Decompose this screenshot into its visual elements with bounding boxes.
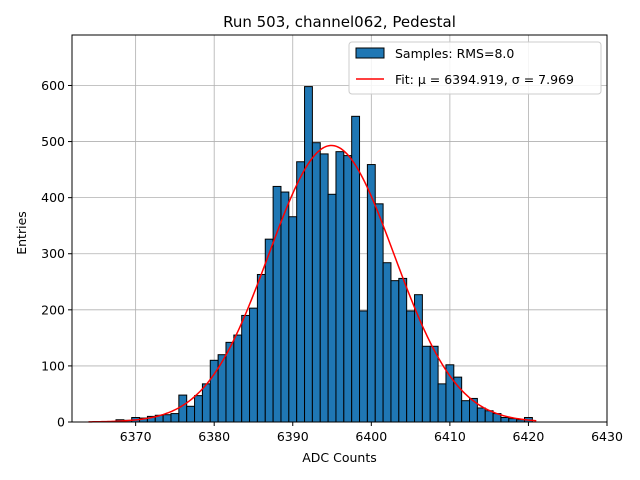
x-tick-label: 6370 bbox=[120, 429, 152, 444]
histogram-bar bbox=[359, 310, 368, 423]
histogram-bar bbox=[186, 405, 196, 423]
histogram-bar bbox=[508, 418, 518, 423]
histogram-bar bbox=[319, 153, 329, 423]
histogram-bar bbox=[476, 407, 486, 423]
histogram-bar bbox=[288, 216, 298, 423]
histogram-bar bbox=[233, 334, 243, 423]
y-tick-label: 600 bbox=[41, 78, 65, 93]
histogram-bar bbox=[343, 155, 353, 423]
y-tick-label: 200 bbox=[41, 302, 65, 317]
histogram-bar bbox=[194, 395, 203, 423]
histogram-bar bbox=[217, 354, 227, 423]
chart-title: Run 503, channel062, Pedestal bbox=[223, 13, 456, 31]
y-axis-ticks: 0 100 200 300 400 500 600 bbox=[41, 78, 72, 430]
x-tick-label: 6420 bbox=[513, 429, 545, 444]
histogram-bar bbox=[304, 86, 313, 423]
x-tick-label: 6410 bbox=[434, 429, 466, 444]
histogram-bar bbox=[327, 193, 337, 423]
histogram-bar bbox=[445, 364, 455, 423]
histogram-bar bbox=[414, 294, 423, 423]
histogram-bar bbox=[335, 151, 345, 423]
plot-frame bbox=[71, 34, 608, 423]
histogram-bar bbox=[280, 191, 290, 423]
legend: Samples: RMS=8.0 Fit: μ = 6394.919, σ = … bbox=[348, 41, 602, 95]
histogram-bar bbox=[500, 417, 510, 423]
histogram-bar bbox=[249, 307, 258, 423]
x-tick-label: 6390 bbox=[277, 429, 309, 444]
histogram-bar bbox=[311, 142, 321, 423]
x-tick-label: 6430 bbox=[591, 429, 623, 444]
histogram-bar bbox=[398, 277, 408, 423]
histogram-bar bbox=[461, 400, 471, 423]
histogram-bar bbox=[374, 203, 384, 423]
histogram-bar bbox=[201, 383, 211, 423]
histogram-bar bbox=[296, 161, 306, 423]
histogram-bar bbox=[453, 376, 463, 423]
fit-curve bbox=[88, 144, 537, 423]
legend-frame bbox=[348, 41, 602, 95]
histogram-bar bbox=[241, 314, 251, 423]
histogram-bar bbox=[272, 185, 282, 423]
legend-label-fit: Fit: μ = 6394.919, σ = 7.969 bbox=[395, 72, 574, 87]
histogram-bar bbox=[390, 280, 400, 423]
histogram-bar bbox=[162, 414, 172, 423]
x-tick-label: 6380 bbox=[198, 429, 230, 444]
histogram-bar bbox=[170, 413, 180, 423]
histogram-bar bbox=[437, 383, 447, 423]
histogram-bar bbox=[178, 394, 188, 423]
histogram-bar bbox=[469, 397, 478, 423]
x-axis-label: ADC Counts bbox=[302, 450, 377, 465]
y-tick-label: 0 bbox=[57, 415, 65, 430]
y-tick-label: 400 bbox=[41, 190, 65, 205]
histogram-bar bbox=[264, 238, 274, 423]
y-axis-label: Entries bbox=[14, 211, 29, 255]
x-axis-ticks: 6370 6380 6390 6400 6410 6420 6430 bbox=[120, 422, 623, 444]
histogram-bar bbox=[256, 273, 266, 423]
legend-label-samples: Samples: RMS=8.0 bbox=[395, 46, 514, 61]
y-tick-label: 500 bbox=[41, 134, 65, 149]
histogram-bar bbox=[406, 310, 416, 423]
y-tick-label: 300 bbox=[41, 246, 65, 261]
histogram-bar bbox=[421, 345, 431, 423]
y-tick-label: 100 bbox=[41, 358, 65, 373]
histogram-bar bbox=[382, 262, 392, 423]
x-tick-label: 6400 bbox=[355, 429, 387, 444]
legend-swatch-samples bbox=[355, 47, 385, 59]
histogram-bar bbox=[429, 345, 439, 423]
